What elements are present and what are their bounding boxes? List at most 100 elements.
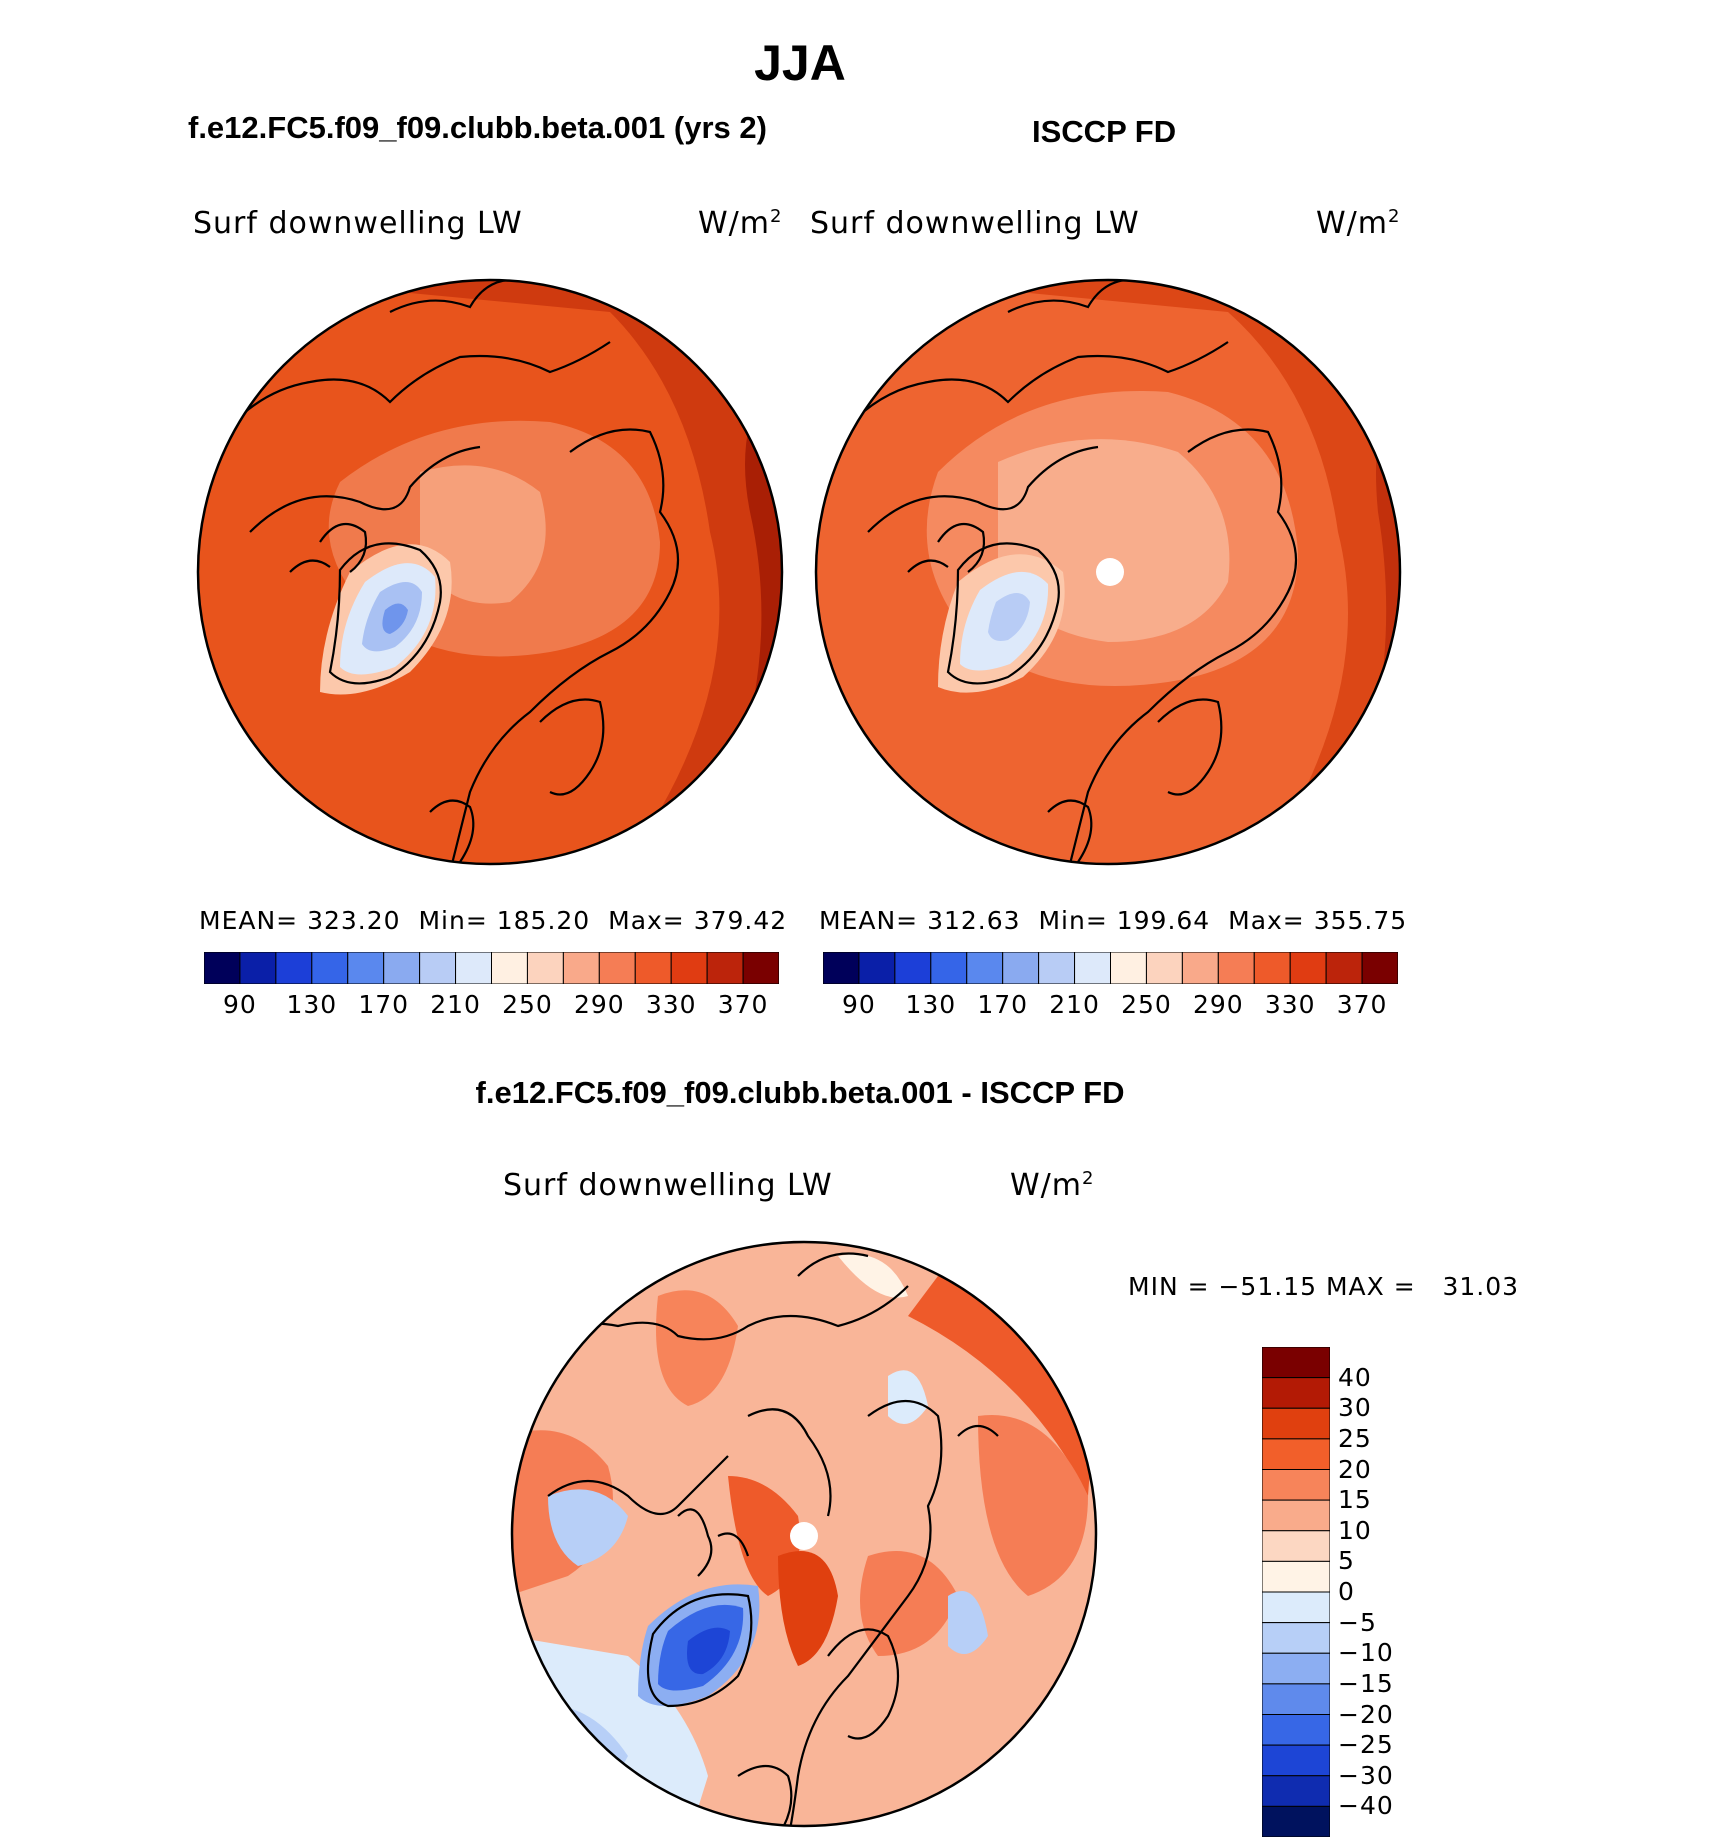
colorbar-swatch	[204, 952, 241, 984]
diff-colorbar-swatch	[1262, 1469, 1330, 1501]
colorbar-swatch	[526, 952, 564, 984]
diff-colorbar-swatch	[1262, 1683, 1330, 1715]
right-variable-label: Surf downwelling LW	[810, 206, 1140, 241]
colorbar-swatch	[419, 952, 457, 984]
diff-colorbar-label: 10	[1338, 1515, 1372, 1545]
diff-colorbar-swatch	[1262, 1714, 1330, 1746]
colorbar-tick-label: 290	[573, 990, 625, 1019]
diff-panel-title: f.e12.FC5.f09_f09.clubb.beta.001 - ISCCP…	[475, 1075, 1125, 1110]
diff-map-north-neutral	[838, 1254, 908, 1298]
right-polar-map	[814, 278, 1402, 866]
right-stats: MEAN= 312.63 Min= 199.64 Max= 355.75	[819, 906, 1408, 935]
colorbar-swatch	[455, 952, 492, 984]
colorbar-tick-label: 290	[1192, 990, 1244, 1019]
left-map-border	[196, 278, 784, 866]
diff-colorbar-label: −40	[1338, 1791, 1394, 1821]
colorbar-swatch	[930, 952, 968, 984]
diff-map-greenland-coldest	[687, 1627, 730, 1675]
left-map-greenland-core	[382, 603, 408, 634]
left-units-label: W/m2	[698, 206, 783, 241]
colorbar-swatch	[275, 952, 313, 984]
colorbar-tick-label: 370	[717, 990, 769, 1019]
diff-colorbar-label: 0	[1338, 1577, 1355, 1606]
diff-map-border	[510, 1240, 1098, 1828]
colorbar-swatch	[1361, 952, 1398, 984]
diff-map-siberia-cool-2	[948, 1591, 988, 1654]
diff-colorbar-swatch	[1262, 1499, 1330, 1532]
colorbar-swatch	[823, 952, 860, 984]
colorbar-swatch	[634, 952, 672, 984]
diff-colorbar-swatch	[1262, 1652, 1330, 1685]
diff-colorbar	[1262, 1347, 1330, 1837]
diff-colorbar-label: 5	[1338, 1546, 1355, 1576]
diff-map-canada-cool	[548, 1489, 628, 1566]
colorbar-swatch	[1145, 952, 1183, 984]
diff-colorbar-swatch	[1262, 1377, 1330, 1409]
colorbar-swatch	[742, 952, 779, 984]
diff-colorbar-swatch	[1262, 1407, 1330, 1440]
right-map-greenland-interior	[988, 593, 1030, 641]
colorbar-swatch	[858, 952, 896, 984]
diff-colorbar-label: 40	[1338, 1362, 1372, 1392]
left-map-central-arctic	[420, 465, 546, 604]
colorbar-tick-label: 170	[358, 990, 410, 1019]
colorbar-swatch	[491, 952, 528, 984]
colorbar-tick-label: 370	[1336, 990, 1388, 1019]
colorbar-swatch	[311, 952, 349, 984]
diff-colorbar-label: −25	[1338, 1730, 1394, 1760]
colorbar-swatch	[966, 952, 1004, 984]
colorbar-swatch	[1325, 952, 1363, 984]
colorbar-swatch	[1002, 952, 1040, 984]
left-polar-map	[196, 278, 784, 866]
colorbar-swatch	[598, 952, 636, 984]
season-title: JJA	[754, 35, 846, 91]
colorbar-tick-label: 90	[223, 990, 257, 1019]
diff-colorbar-swatch	[1262, 1560, 1330, 1593]
diff-colorbar-swatch	[1262, 1622, 1330, 1654]
diff-colorbar-label: −30	[1338, 1760, 1394, 1790]
colorbar-tick-label: 250	[1121, 990, 1172, 1019]
right-map-polar-gap	[1096, 558, 1124, 586]
diff-colorbar-swatch	[1262, 1775, 1330, 1807]
colorbar-swatch	[383, 952, 421, 984]
colorbar-swatch	[670, 952, 708, 984]
diff-units-label: W/m2	[1010, 1168, 1095, 1203]
colorbar-tick-label: 90	[842, 990, 876, 1019]
diff-colorbar-swatch	[1262, 1805, 1330, 1837]
right-map-border	[814, 278, 1402, 866]
diff-colorbar-label: 20	[1338, 1454, 1372, 1484]
diff-map-siberia-cool-1	[888, 1370, 928, 1424]
left-map-coastlines	[209, 280, 680, 864]
diff-variable-label: Surf downwelling LW	[503, 1168, 833, 1203]
diff-map-ridge-warm	[778, 1551, 838, 1666]
diff-colorbar-swatch	[1262, 1438, 1330, 1470]
left-stats: MEAN= 323.20 Min= 185.20 Max= 379.42	[199, 906, 788, 935]
colorbar-tick-label: 250	[502, 990, 553, 1019]
left-colorbar-ticks: 90 130 170 210 250 290 330 370	[204, 990, 779, 1020]
colorbar-swatch	[706, 952, 744, 984]
diff-polar-map	[510, 1240, 1098, 1828]
colorbar-swatch	[1289, 952, 1327, 984]
diff-map-coastlines	[527, 1252, 999, 1826]
colorbar-tick-label: 210	[1049, 990, 1100, 1019]
diff-map-asia-warm	[978, 1415, 1088, 1596]
diff-colorbar-label: 30	[1338, 1393, 1372, 1423]
left-colorbar	[204, 952, 779, 984]
diff-colorbar-swatch	[1262, 1744, 1330, 1777]
diff-map-polar-gap	[790, 1522, 818, 1550]
colorbar-swatch	[1110, 952, 1147, 984]
right-colorbar-ticks: 90 130 170 210 250 290 330 370	[823, 990, 1398, 1020]
left-variable-label: Surf downwelling LW	[193, 206, 523, 241]
diff-map-north-warm	[656, 1290, 738, 1406]
colorbar-swatch	[1217, 952, 1255, 984]
colorbar-tick-label: 330	[645, 990, 697, 1019]
right-map-coastlines	[827, 280, 1298, 864]
colorbar-tick-label: 130	[905, 990, 957, 1019]
colorbar-swatch	[1074, 952, 1111, 984]
colorbar-swatch	[347, 952, 385, 984]
colorbar-swatch	[1038, 952, 1076, 984]
diff-minmax: MIN = −51.15 MAX = 31.03	[1128, 1272, 1520, 1301]
diff-colorbar-labels: 40 30 25 20 15 10 5 0 −5 −10 −15 −20 −25 −30 −40	[1338, 1347, 1428, 1837]
right-colorbar	[823, 952, 1398, 984]
colorbar-tick-label: 210	[430, 990, 481, 1019]
